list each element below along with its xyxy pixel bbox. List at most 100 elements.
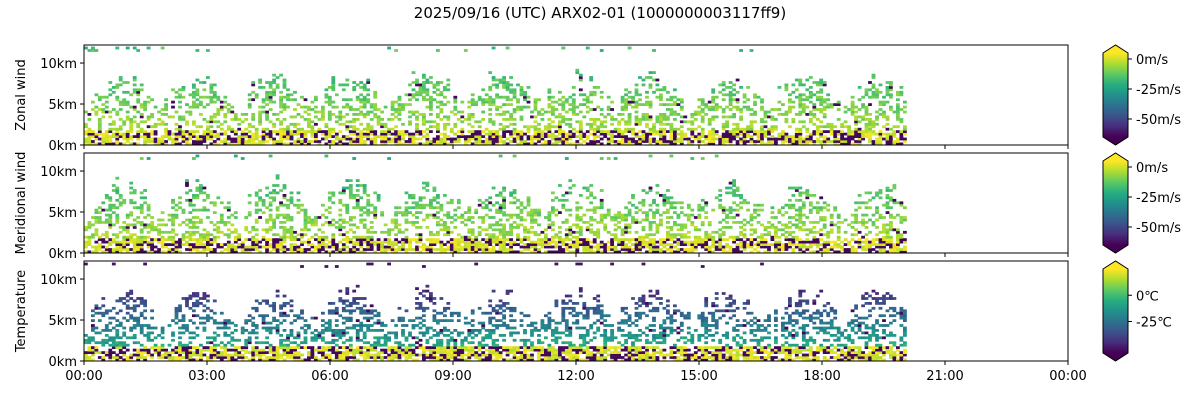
heatmap-cell: [136, 216, 141, 219]
heatmap-cell: [530, 137, 534, 141]
heatmap-cell: [199, 186, 203, 190]
heatmap-cell: [498, 218, 503, 222]
heatmap-cell: [327, 196, 332, 200]
heatmap-cell: [125, 81, 130, 84]
heatmap-cell: [171, 140, 175, 143]
heatmap-cell: [812, 81, 817, 84]
heatmap-cell: [819, 206, 824, 210]
heatmap-cell: [819, 90, 824, 94]
heatmap-cell: [171, 228, 175, 232]
heatmap-cell: [97, 137, 102, 141]
heatmap-cell: [669, 125, 674, 129]
heatmap-cell: [620, 142, 625, 146]
heatmap-cell: [230, 127, 235, 131]
heatmap-cell: [167, 135, 172, 138]
heatmap-cell: [533, 127, 538, 131]
heatmap-cell: [652, 248, 656, 251]
heatmap-cell: [833, 142, 838, 146]
heatmap-cell: [648, 140, 653, 143]
heatmap-cell: [589, 132, 594, 136]
heatmap-cell: [415, 248, 419, 251]
heatmap-cell: [885, 122, 890, 126]
heatmap-cell: [589, 140, 594, 143]
heatmap-cell: [815, 221, 820, 224]
heatmap-cell: [777, 135, 782, 138]
heatmap-cell: [673, 110, 677, 114]
heatmap-cell: [293, 132, 297, 136]
heatmap-cell: [798, 103, 803, 106]
heatmap-cell: [341, 122, 346, 126]
heatmap-cell: [652, 140, 656, 143]
heatmap-cell: [882, 113, 886, 116]
heatmap-cell: [798, 93, 803, 97]
heatmap-cell: [272, 198, 276, 202]
heatmap-cell: [662, 245, 667, 249]
heatmap-cell: [359, 196, 364, 200]
heatmap-cell: [638, 248, 642, 251]
heatmap-cell: [209, 98, 214, 102]
heatmap-cell: [268, 208, 273, 212]
heatmap-cell: [307, 108, 311, 111]
heatmap-cell: [798, 186, 803, 190]
heatmap-cell: [502, 198, 506, 202]
heatmap-cell: [575, 238, 580, 241]
heatmap-cell: [718, 235, 723, 239]
heatmap-cell: [443, 135, 447, 138]
heatmap-cell: [289, 122, 294, 126]
heatmap-cell: [352, 125, 357, 129]
heatmap-cell: [467, 115, 472, 119]
heatmap-cell: [568, 250, 573, 254]
heatmap-cell: [488, 118, 493, 121]
heatmap-cell: [104, 137, 109, 141]
heatmap-cell: [561, 130, 566, 133]
heatmap-cell: [91, 140, 95, 143]
heatmap-cell: [352, 140, 357, 143]
heatmap-cell: [104, 100, 109, 104]
heatmap-cell: [686, 243, 691, 246]
heatmap-cell: [655, 226, 660, 229]
heatmap-cell: [819, 88, 824, 92]
heatmap-cell: [268, 191, 273, 195]
heatmap-cell: [394, 110, 398, 114]
heatmap-cell: [373, 140, 378, 143]
heatmap-cell: [111, 203, 116, 207]
heatmap-cell: [470, 233, 475, 237]
heatmap-cell: [160, 250, 165, 254]
heatmap-cell: [829, 132, 834, 136]
heatmap-cell: [798, 211, 803, 214]
heatmap-cell: [456, 201, 461, 205]
heatmap-cell: [470, 135, 475, 138]
heatmap-cell: [662, 135, 667, 138]
heatmap-cell: [822, 81, 827, 84]
heatmap-cell: [150, 250, 154, 254]
heatmap-cell: [338, 223, 343, 227]
heatmap-cell: [345, 221, 350, 224]
heatmap-cell: [199, 208, 203, 212]
heatmap-cell: [599, 189, 604, 192]
heatmap-cell: [495, 240, 499, 244]
heatmap-cell: [324, 100, 329, 104]
heatmap-cell: [495, 208, 499, 212]
heatmap-cell: [812, 122, 817, 126]
heatmap-cell: [143, 130, 147, 133]
heatmap-cell: [509, 250, 513, 254]
heatmap-cell: [334, 93, 339, 97]
heatmap-cell: [174, 216, 179, 219]
heatmap-cell: [641, 203, 646, 207]
heatmap-cell: [188, 221, 193, 224]
heatmap-cell: [488, 135, 493, 138]
heatmap-cell: [265, 186, 269, 190]
heatmap-cell: [519, 203, 524, 207]
heatmap-cell: [390, 140, 395, 143]
heatmap-cell: [659, 113, 663, 116]
heatmap-cell: [408, 211, 412, 214]
heatmap-cell: [704, 113, 709, 116]
heatmap-cell: [554, 137, 559, 141]
heatmap-cell: [871, 120, 876, 124]
heatmap-cell: [310, 223, 315, 227]
heatmap-cell: [219, 245, 224, 249]
heatmap-cell: [240, 135, 245, 138]
heatmap-cell: [272, 243, 276, 246]
heatmap-cell: [575, 243, 580, 246]
heatmap-cell: [634, 211, 639, 214]
